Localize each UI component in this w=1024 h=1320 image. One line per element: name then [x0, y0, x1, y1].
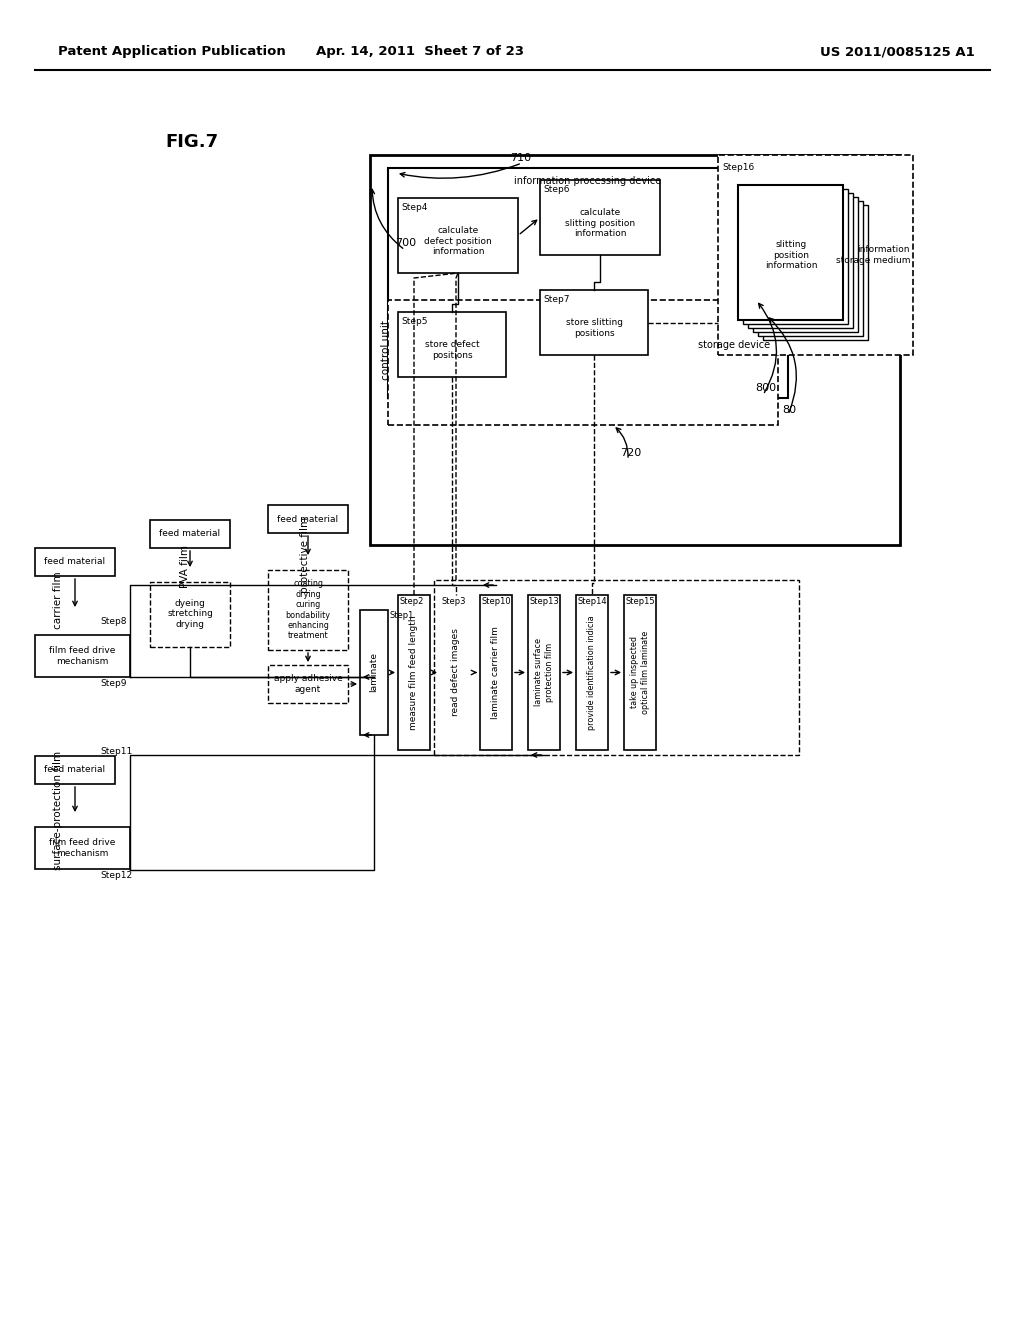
Text: 800: 800: [755, 383, 776, 393]
Text: Apr. 14, 2011  Sheet 7 of 23: Apr. 14, 2011 Sheet 7 of 23: [316, 45, 524, 58]
Bar: [763, 205, 868, 341]
Text: Step3: Step3: [442, 598, 467, 606]
Text: Step14: Step14: [578, 598, 607, 606]
Bar: [268, 506, 348, 533]
Text: carrier film: carrier film: [53, 572, 63, 628]
Text: feed material: feed material: [44, 766, 105, 775]
Text: surface-protection film: surface-protection film: [53, 751, 63, 870]
Text: 700: 700: [395, 238, 416, 248]
Text: Step16: Step16: [722, 162, 755, 172]
Bar: [480, 595, 512, 750]
Text: Step1: Step1: [390, 611, 415, 620]
Text: control unit: control unit: [381, 319, 391, 380]
Text: Step9: Step9: [100, 680, 127, 689]
Text: feed material: feed material: [160, 529, 220, 539]
Text: provide identification indicia: provide identification indicia: [588, 615, 597, 730]
Bar: [718, 154, 913, 355]
Text: Step12: Step12: [100, 871, 132, 880]
Text: Step2: Step2: [400, 598, 424, 606]
Bar: [35, 756, 115, 784]
Text: slitting
position
information: slitting position information: [765, 240, 817, 269]
Bar: [150, 582, 230, 647]
Bar: [150, 520, 230, 548]
Bar: [35, 828, 130, 869]
Bar: [370, 154, 900, 545]
Bar: [35, 635, 130, 677]
Text: Step13: Step13: [530, 598, 560, 606]
Text: coating
drying
curing
bondability
enhancing
treatment: coating drying curing bondability enhanc…: [286, 579, 331, 640]
Text: film feed drive
mechanism: film feed drive mechanism: [49, 838, 115, 858]
Bar: [434, 579, 799, 755]
Text: laminate carrier film: laminate carrier film: [492, 626, 501, 719]
Text: US 2011/0085125 A1: US 2011/0085125 A1: [820, 45, 975, 58]
Text: read defect images: read defect images: [452, 628, 461, 717]
Text: 720: 720: [620, 447, 641, 458]
Bar: [540, 180, 660, 255]
Bar: [575, 595, 608, 750]
Text: 710: 710: [510, 153, 531, 162]
Bar: [398, 198, 518, 273]
Text: Step8: Step8: [100, 618, 127, 627]
Text: measure film feed length: measure film feed length: [410, 615, 419, 730]
Text: protective film: protective film: [300, 517, 310, 593]
Text: Step11: Step11: [100, 747, 132, 756]
Text: calculate
defect position
information: calculate defect position information: [424, 226, 492, 256]
Bar: [738, 185, 843, 319]
Bar: [268, 570, 348, 649]
Bar: [528, 595, 560, 750]
Bar: [758, 201, 863, 337]
Text: PVA film: PVA film: [180, 545, 190, 589]
Bar: [440, 595, 472, 750]
Text: apply adhesive
agent: apply adhesive agent: [273, 675, 342, 694]
Bar: [388, 300, 778, 425]
Bar: [624, 595, 656, 750]
Text: Patent Application Publication: Patent Application Publication: [58, 45, 286, 58]
Bar: [753, 197, 858, 333]
Text: calculate
slitting position
information: calculate slitting position information: [565, 209, 635, 238]
Text: feed material: feed material: [44, 557, 105, 566]
Text: Step6: Step6: [543, 185, 569, 194]
Text: dyeing
stretching
drying: dyeing stretching drying: [167, 599, 213, 628]
Text: laminate: laminate: [370, 652, 379, 693]
Text: Step10: Step10: [482, 598, 512, 606]
Bar: [748, 193, 853, 327]
Text: 80: 80: [782, 405, 796, 414]
Text: take up inspected
optical film laminate: take up inspected optical film laminate: [631, 631, 649, 714]
Text: film feed drive
mechanism: film feed drive mechanism: [49, 647, 115, 665]
Text: laminate surface
protection film: laminate surface protection film: [535, 639, 554, 706]
Text: Step7: Step7: [543, 294, 569, 304]
Text: Step4: Step4: [401, 202, 427, 211]
Text: information processing device: information processing device: [514, 176, 662, 186]
Text: store slitting
positions: store slitting positions: [565, 318, 623, 338]
Text: Step15: Step15: [626, 598, 655, 606]
Text: Step5: Step5: [401, 317, 427, 326]
Text: information
storage medium: information storage medium: [836, 246, 910, 265]
Bar: [540, 290, 648, 355]
Bar: [360, 610, 388, 735]
Bar: [388, 168, 788, 399]
Text: store defect
positions: store defect positions: [425, 341, 479, 360]
Bar: [268, 665, 348, 704]
Bar: [743, 189, 848, 323]
Text: FIG.7: FIG.7: [165, 133, 218, 150]
Bar: [398, 312, 506, 378]
Bar: [35, 548, 115, 576]
Text: storage device: storage device: [698, 341, 770, 350]
Bar: [398, 595, 430, 750]
Text: feed material: feed material: [278, 515, 339, 524]
